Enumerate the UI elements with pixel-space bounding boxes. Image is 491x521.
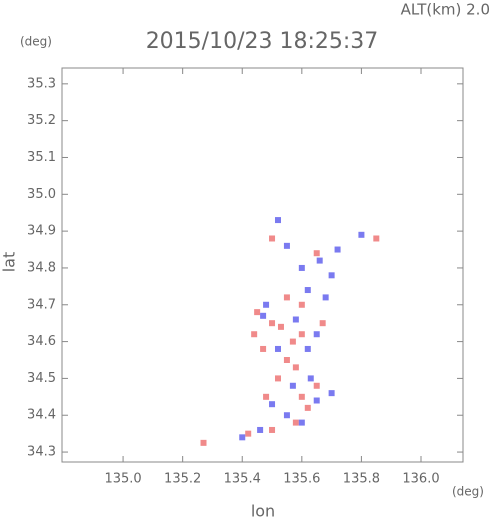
point xyxy=(292,316,299,323)
point xyxy=(313,397,320,404)
point xyxy=(254,309,261,316)
point xyxy=(274,217,281,224)
point xyxy=(298,393,305,400)
point xyxy=(292,364,299,371)
point xyxy=(319,320,326,327)
point xyxy=(260,312,267,319)
point xyxy=(269,401,276,408)
point xyxy=(269,320,276,327)
chart-subtitle: ALT(km) 2.0 xyxy=(401,1,490,19)
point xyxy=(269,235,276,242)
y-unit: (deg) xyxy=(20,35,52,49)
point xyxy=(277,323,284,330)
point xyxy=(373,235,380,242)
x-unit: (deg) xyxy=(452,485,484,499)
x-tick-label: 135.0 xyxy=(104,472,141,487)
y-tick-label: 34.9 xyxy=(27,224,56,239)
point xyxy=(251,331,258,338)
x-tick-label: 136.0 xyxy=(402,472,439,487)
point xyxy=(304,404,311,411)
point xyxy=(283,357,290,364)
point xyxy=(313,382,320,389)
y-tick-label: 34.4 xyxy=(27,408,56,423)
point xyxy=(313,331,320,338)
point xyxy=(298,419,305,426)
point xyxy=(292,419,299,426)
y-axis-label: lat xyxy=(0,252,19,273)
plot-frame xyxy=(61,67,464,463)
point xyxy=(307,375,314,382)
point xyxy=(322,294,329,301)
y-tick-label: 34.7 xyxy=(27,297,56,312)
point xyxy=(289,338,296,345)
point xyxy=(298,331,305,338)
point xyxy=(304,287,311,294)
point xyxy=(358,231,365,238)
point xyxy=(200,439,207,446)
x-tick-label: 135.6 xyxy=(283,472,320,487)
y-tick-label: 35.2 xyxy=(27,113,56,128)
y-tick-label: 34.6 xyxy=(27,334,56,349)
point xyxy=(304,345,311,352)
point xyxy=(289,382,296,389)
point xyxy=(334,246,341,253)
x-tick-label: 135.2 xyxy=(164,472,201,487)
y-tick-label: 34.5 xyxy=(27,371,56,386)
point xyxy=(283,412,290,419)
point xyxy=(283,242,290,249)
point xyxy=(274,375,281,382)
point xyxy=(298,264,305,271)
point xyxy=(316,257,323,264)
point xyxy=(263,301,270,308)
point xyxy=(328,272,335,279)
point xyxy=(269,426,276,433)
point xyxy=(328,390,335,397)
x-tick-label: 135.8 xyxy=(343,472,380,487)
point xyxy=(257,426,264,433)
y-tick-label: 34.3 xyxy=(27,445,56,460)
y-tick-label: 35.1 xyxy=(27,150,56,165)
y-tick-label: 35.3 xyxy=(27,76,56,91)
y-tick-label: 35.0 xyxy=(27,187,56,202)
x-axis-label: lon xyxy=(251,502,275,521)
y-tick-label: 34.8 xyxy=(27,260,56,275)
point xyxy=(283,294,290,301)
point xyxy=(274,345,281,352)
point xyxy=(260,345,267,352)
point xyxy=(313,250,320,257)
point xyxy=(239,434,246,441)
x-tick-label: 135.4 xyxy=(224,472,261,487)
point xyxy=(263,393,270,400)
point xyxy=(298,301,305,308)
point xyxy=(245,430,252,437)
chart-title: 2015/10/23 18:25:37 xyxy=(146,29,379,54)
